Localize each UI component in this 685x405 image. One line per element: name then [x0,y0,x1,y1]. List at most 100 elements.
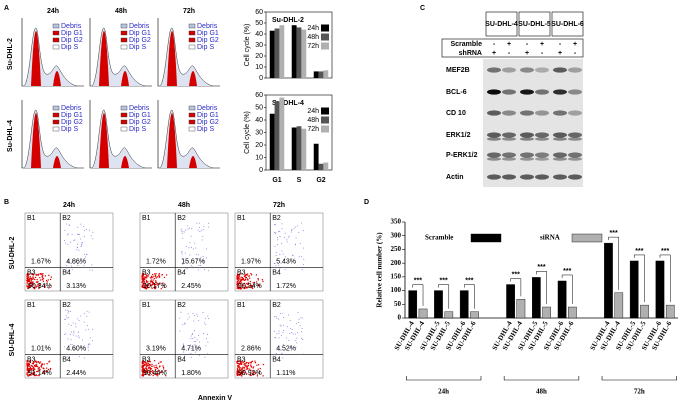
y-tick-label: 0 [398,314,402,322]
event-dot [181,353,183,355]
event-dot [253,284,255,286]
group-label: 72h [634,388,645,396]
y-tick-label: 50 [255,20,263,27]
event-dot [81,243,83,245]
peak-g2 [189,71,197,86]
plot-frame [139,299,229,379]
event-dot [279,267,281,269]
event-dot [303,258,305,260]
event-dot [300,331,302,333]
event-dot [254,360,256,362]
event-dot [248,286,250,288]
event-dot [50,276,52,278]
event-dot [249,373,252,375]
band [502,110,516,116]
y-tick-label: 0 [259,75,263,82]
legend-label: Debris [61,23,82,30]
event-dot [297,311,299,313]
band [535,110,549,116]
event-dot [274,245,276,247]
event-dot [141,281,143,284]
quadrant-percent: 1.80% [181,370,201,377]
event-dot [240,368,243,370]
event-dot [66,265,68,267]
treatment-label: shRNA [459,50,482,57]
band [568,67,582,73]
event-dot [255,274,258,276]
event-dot [30,364,32,367]
event-dot [185,268,187,270]
legend-label: Debris [197,23,218,30]
significance-bracket [608,236,620,290]
event-dot [280,325,282,327]
sign: + [525,50,529,57]
peak-g2 [121,71,129,86]
quadrant-label: B4 [62,356,71,363]
event-dot [86,310,88,312]
event-dot [149,282,151,285]
event-dot [191,266,193,268]
event-dot [181,232,183,234]
event-dot [252,366,255,368]
event-dot [194,344,196,346]
event-dot [162,365,164,367]
event-dot [252,371,255,374]
event-dot [299,243,301,245]
group-bracket [503,376,580,381]
row-label: Su-DHL-2 [7,38,14,70]
event-dot [237,372,239,374]
event-dot [150,277,153,279]
quadrant-percent: 2.86% [241,345,261,352]
event-dot [86,315,88,317]
event-dot [198,267,200,269]
quadrant-label: B3 [142,356,151,363]
event-dot [28,287,30,289]
event-dot [247,284,250,286]
sign: + [558,50,562,57]
event-dot [194,314,196,316]
event-dot [192,338,194,340]
group-bracket [601,376,678,381]
event-dot [45,279,48,282]
event-dot [186,267,188,269]
event-dot [251,372,254,375]
event-dot [156,370,159,373]
event-dot [41,363,43,366]
event-dot [205,324,207,326]
event-dot [165,274,168,276]
event-dot [157,362,160,365]
event-dot [68,270,70,272]
y-tick-label: 10 [255,154,263,161]
event-dot [288,339,290,341]
event-dot [155,364,157,367]
event-dot [257,277,259,280]
event-dot [249,361,251,364]
event-dot [198,320,200,322]
event-dot [46,367,48,369]
quadrant-label: B2 [62,302,71,309]
bar [506,284,515,319]
event-dot [29,275,31,278]
event-dot [38,286,41,288]
event-dot [145,273,147,276]
event-dot [183,343,185,345]
event-dot [203,225,205,227]
band [520,152,534,158]
event-dot [185,229,187,231]
event-dot [301,317,303,319]
event-dot [251,287,254,290]
event-dot [88,311,90,313]
event-dot [80,315,82,317]
event-dot [147,275,150,277]
event-dot [241,373,243,376]
event-dot [248,368,251,370]
event-dot [243,275,246,278]
event-dot [298,318,300,320]
treatment-label: Scramble [450,41,482,48]
event-dot [34,368,36,370]
event-dot [199,341,201,343]
event-dot [37,283,39,285]
event-dot [163,286,165,288]
event-dot [70,265,72,267]
legend-label: Dip G1 [197,30,219,37]
